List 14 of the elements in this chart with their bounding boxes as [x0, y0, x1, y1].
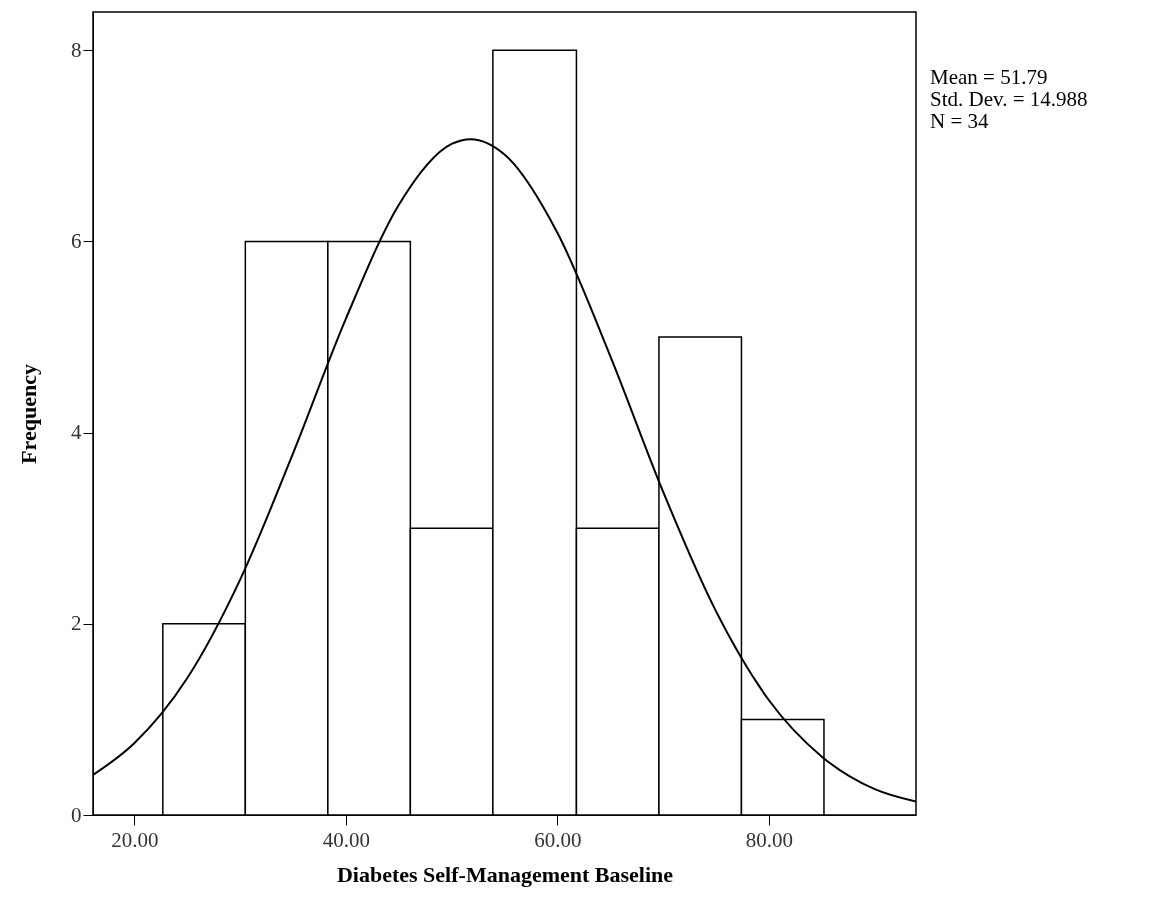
y-tick-label: 0: [71, 802, 82, 827]
y-tick-label: 2: [71, 611, 82, 636]
text: N = 34: [930, 109, 990, 133]
x-tick-label: 80.00: [745, 827, 794, 852]
y-tick-label: 6: [71, 228, 82, 253]
y-tick-label: 8: [71, 37, 82, 62]
x-tick-label: 20.00: [111, 827, 159, 852]
y-tick-label: 4: [71, 420, 82, 445]
x-tick-label: 60.00: [534, 827, 582, 852]
x-axis-title: Diabetes Self-Management Baseline: [336, 861, 674, 887]
x-tick-label: 40.00: [322, 827, 370, 852]
text: Mean = 51.79: [930, 65, 1048, 89]
y-axis-title: Frequency: [16, 364, 41, 464]
text: Std. Dev. = 14.988: [930, 87, 1088, 111]
